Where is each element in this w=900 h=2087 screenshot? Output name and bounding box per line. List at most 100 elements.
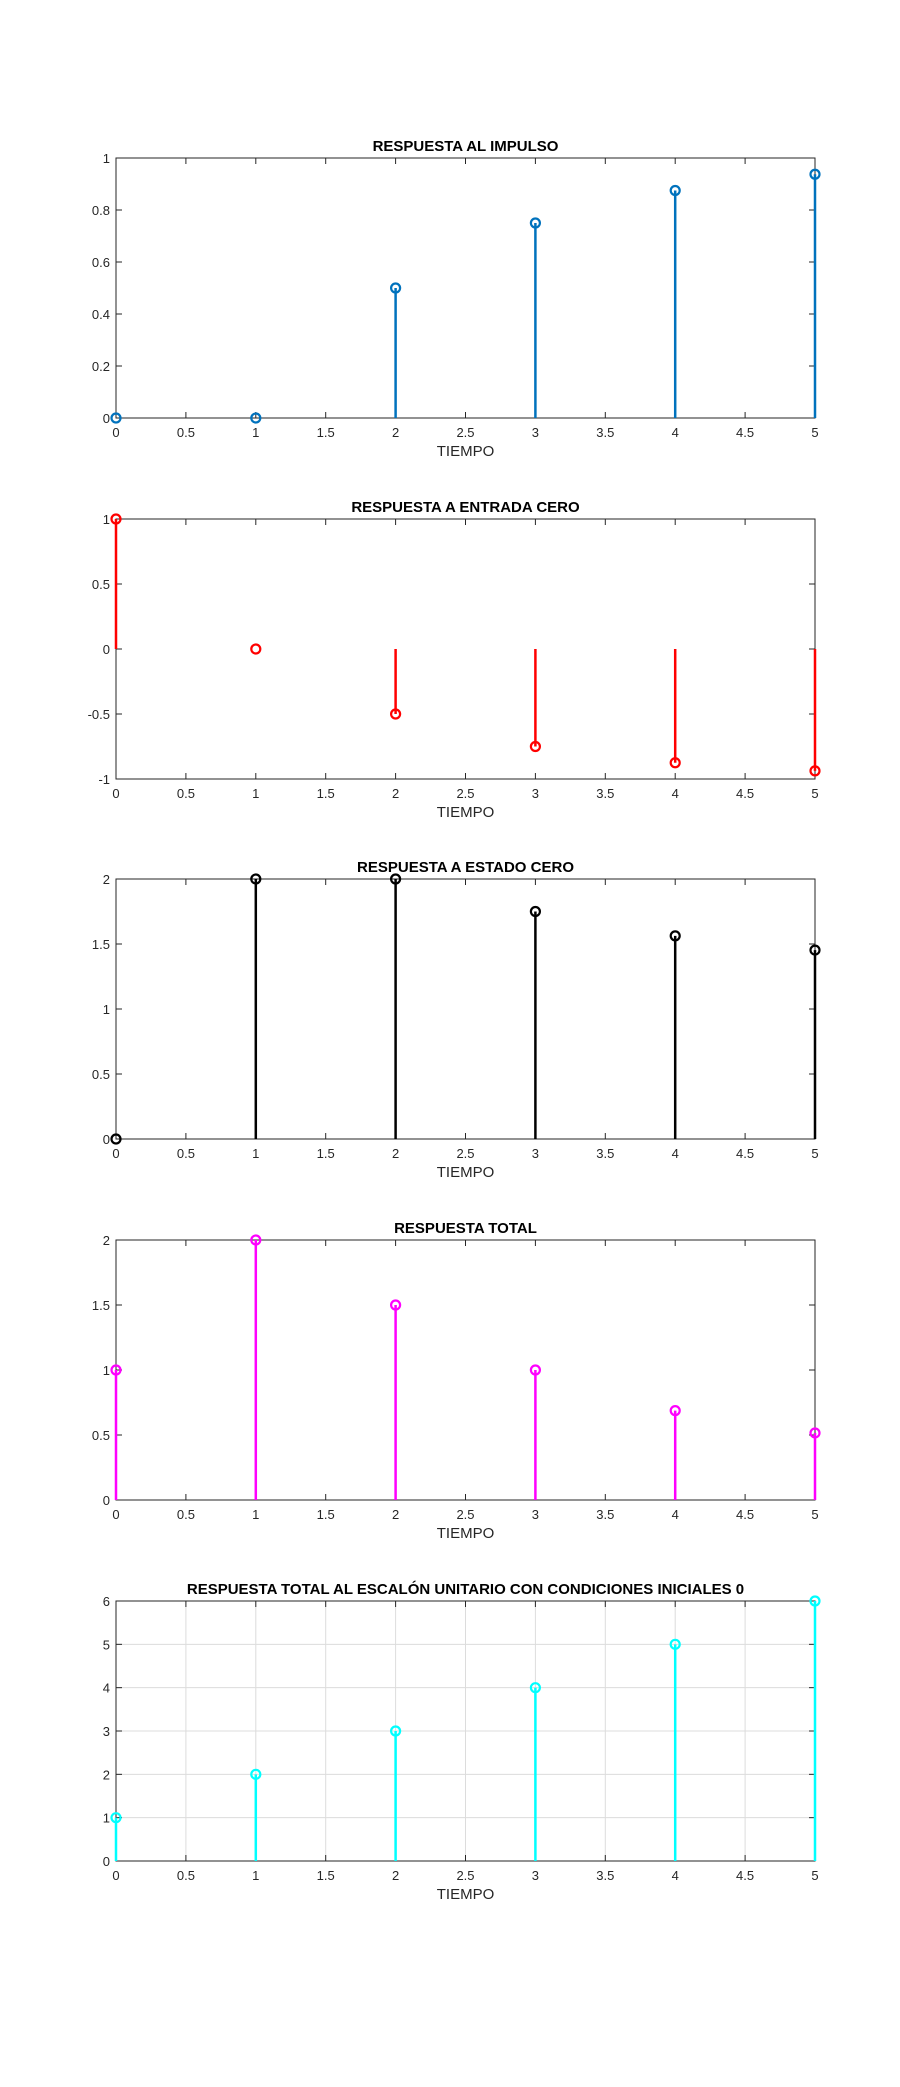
y-tick-label: 1 — [103, 1811, 110, 1826]
x-tick-label: 1 — [252, 786, 259, 801]
y-tick-label: 4 — [103, 1681, 110, 1696]
x-tick-label: 1 — [252, 425, 259, 440]
x-tick-label: 4.5 — [736, 786, 754, 801]
y-tick-label: 0 — [103, 411, 110, 426]
x-tick-label: 4 — [672, 786, 679, 801]
y-tick-label: 1 — [103, 1002, 110, 1017]
y-tick-label: 0 — [103, 1854, 110, 1869]
x-tick-label: 2 — [392, 1146, 399, 1161]
x-tick-label: 4 — [672, 425, 679, 440]
x-tick-label: 0 — [112, 425, 119, 440]
x-axis-label: TIEMPO — [437, 1886, 495, 1903]
x-tick-label: 2 — [392, 1507, 399, 1522]
y-tick-label: 1 — [103, 1363, 110, 1378]
x-tick-label: 4.5 — [736, 1507, 754, 1522]
y-tick-label: 0 — [103, 1493, 110, 1508]
x-tick-label: 0 — [112, 1507, 119, 1522]
y-tick-label: 2 — [103, 872, 110, 887]
y-tick-label: 0.5 — [92, 577, 110, 592]
y-tick-label: 6 — [103, 1594, 110, 1609]
chart-title: RESPUESTA A ENTRADA CERO — [351, 499, 580, 516]
x-tick-label: 2 — [392, 425, 399, 440]
x-tick-label: 3.5 — [596, 1507, 614, 1522]
y-tick-label: 1.5 — [92, 1298, 110, 1313]
x-tick-label: 0.5 — [177, 1507, 195, 1522]
y-tick-label: -0.5 — [88, 707, 110, 722]
y-tick-label: 0.6 — [92, 255, 110, 270]
x-tick-label: 3 — [532, 1868, 539, 1883]
x-tick-label: 3.5 — [596, 1146, 614, 1161]
x-tick-label: 1 — [252, 1868, 259, 1883]
x-tick-label: 5 — [811, 1868, 818, 1883]
x-tick-label: 5 — [811, 425, 818, 440]
x-tick-label: 3 — [532, 425, 539, 440]
x-tick-label: 4.5 — [736, 425, 754, 440]
x-tick-label: 1.5 — [317, 1507, 335, 1522]
y-tick-label: -1 — [98, 772, 110, 787]
subplot-1: 0 0.5 1 1.5 2 2.5 3 3.5 4 4.5 5 0 0.2 0.4 0.6 0.8 1 RESPU… — [92, 138, 820, 460]
axes-frame — [116, 879, 815, 1139]
y-tick-label: 0.5 — [92, 1067, 110, 1082]
x-tick-label: 1.5 — [317, 786, 335, 801]
y-tick-label: 1 — [103, 151, 110, 166]
x-tick-label: 1.5 — [317, 425, 335, 440]
x-tick-label: 2.5 — [456, 1868, 474, 1883]
x-tick-label: 0.5 — [177, 425, 195, 440]
axes-frame — [116, 1240, 815, 1500]
subplot-5: 0 0.5 1 1.5 2 2.5 3 3.5 4 4.5 5 0 1 2 3 4 5 6 RESPUESTA TO… — [103, 1580, 820, 1903]
y-tick-label: 0.5 — [92, 1428, 110, 1443]
subplot-3: 0 0.5 1 1.5 2 2.5 3 3.5 4 4.5 5 0 0.5 1 1.5 2 RESPUESTA … — [92, 859, 820, 1181]
x-tick-label: 3 — [532, 786, 539, 801]
x-tick-label: 1 — [252, 1507, 259, 1522]
subplot-4: 0 0.5 1 1.5 2 2.5 3 3.5 4 4.5 5 0 0.5 1 1.5 2 RESPUESTA … — [92, 1220, 820, 1542]
y-tick-label: 0.8 — [92, 203, 110, 218]
y-tick-label: 5 — [103, 1637, 110, 1652]
x-tick-label: 0 — [112, 786, 119, 801]
x-tick-label: 0 — [112, 1146, 119, 1161]
x-tick-label: 4.5 — [736, 1868, 754, 1883]
x-tick-label: 2.5 — [456, 1507, 474, 1522]
subplot-2: 0 0.5 1 1.5 2 2.5 3 3.5 4 4.5 5 -1 -0.5 0 0.5 1 RESPUEST… — [88, 499, 820, 821]
x-tick-label: 4.5 — [736, 1146, 754, 1161]
chart-title: RESPUESTA AL IMPULSO — [373, 138, 559, 155]
y-tick-label: 0 — [103, 642, 110, 657]
x-tick-label: 4 — [672, 1507, 679, 1522]
x-tick-label: 2.5 — [456, 425, 474, 440]
x-tick-label: 2.5 — [456, 786, 474, 801]
x-tick-label: 0.5 — [177, 1146, 195, 1161]
x-tick-label: 0 — [112, 1868, 119, 1883]
x-tick-label: 0.5 — [177, 1868, 195, 1883]
x-axis-label: TIEMPO — [437, 804, 495, 821]
x-axis-label: TIEMPO — [437, 1525, 495, 1542]
x-tick-label: 5 — [811, 1146, 818, 1161]
x-tick-label: 3 — [532, 1507, 539, 1522]
x-tick-label: 2 — [392, 786, 399, 801]
x-tick-label: 1.5 — [317, 1868, 335, 1883]
y-tick-label: 1.5 — [92, 937, 110, 952]
axes-frame — [116, 519, 815, 779]
x-tick-label: 4 — [672, 1868, 679, 1883]
x-tick-label: 3.5 — [596, 786, 614, 801]
y-tick-label: 0.2 — [92, 359, 110, 374]
chart-title: RESPUESTA TOTAL — [394, 1220, 537, 1237]
y-tick-label: 0.4 — [92, 307, 110, 322]
y-tick-label: 3 — [103, 1724, 110, 1739]
chart-title: RESPUESTA TOTAL AL ESCALÓN UNITARIO CON … — [187, 1580, 744, 1598]
x-tick-label: 5 — [811, 786, 818, 801]
y-tick-label: 0 — [103, 1132, 110, 1147]
y-tick-label: 2 — [103, 1767, 110, 1782]
x-tick-label: 1.5 — [317, 1146, 335, 1161]
axes-frame — [116, 158, 815, 418]
chart-title: RESPUESTA A ESTADO CERO — [357, 859, 574, 876]
x-tick-label: 3 — [532, 1146, 539, 1161]
x-tick-label: 5 — [811, 1507, 818, 1522]
y-tick-label: 1 — [103, 512, 110, 527]
x-tick-label: 3.5 — [596, 1868, 614, 1883]
x-tick-label: 4 — [672, 1146, 679, 1161]
x-tick-label: 2 — [392, 1868, 399, 1883]
x-axis-label: TIEMPO — [437, 1164, 495, 1181]
x-axis-label: TIEMPO — [437, 443, 495, 460]
x-tick-label: 2.5 — [456, 1146, 474, 1161]
x-tick-label: 1 — [252, 1146, 259, 1161]
